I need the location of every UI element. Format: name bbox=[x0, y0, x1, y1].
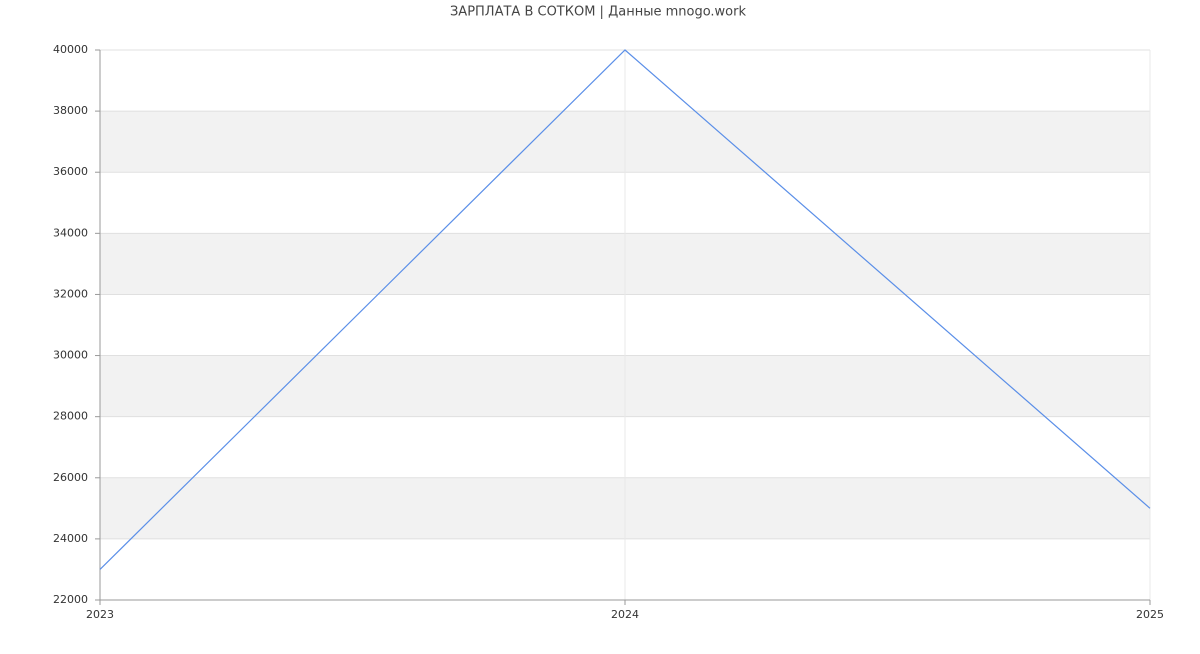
y-tick-label: 30000 bbox=[53, 349, 88, 362]
y-tick-label: 26000 bbox=[53, 471, 88, 484]
y-tick-label: 38000 bbox=[53, 104, 88, 117]
y-tick-label: 24000 bbox=[53, 532, 88, 545]
y-tick-label: 36000 bbox=[53, 165, 88, 178]
y-tick-label: 40000 bbox=[53, 43, 88, 56]
chart-title: ЗАРПЛАТА В СОТКОМ | Данные mnogo.work bbox=[450, 5, 747, 20]
x-tick-label: 2025 bbox=[1136, 608, 1164, 621]
y-tick-label: 22000 bbox=[53, 593, 88, 606]
y-tick-label: 32000 bbox=[53, 287, 88, 300]
line-series bbox=[99, 49, 1151, 570]
x-tick-label: 2024 bbox=[611, 608, 639, 621]
y-tick-label: 34000 bbox=[53, 226, 88, 239]
x-tick-label: 2023 bbox=[86, 608, 114, 621]
y-tick-label: 28000 bbox=[53, 410, 88, 423]
